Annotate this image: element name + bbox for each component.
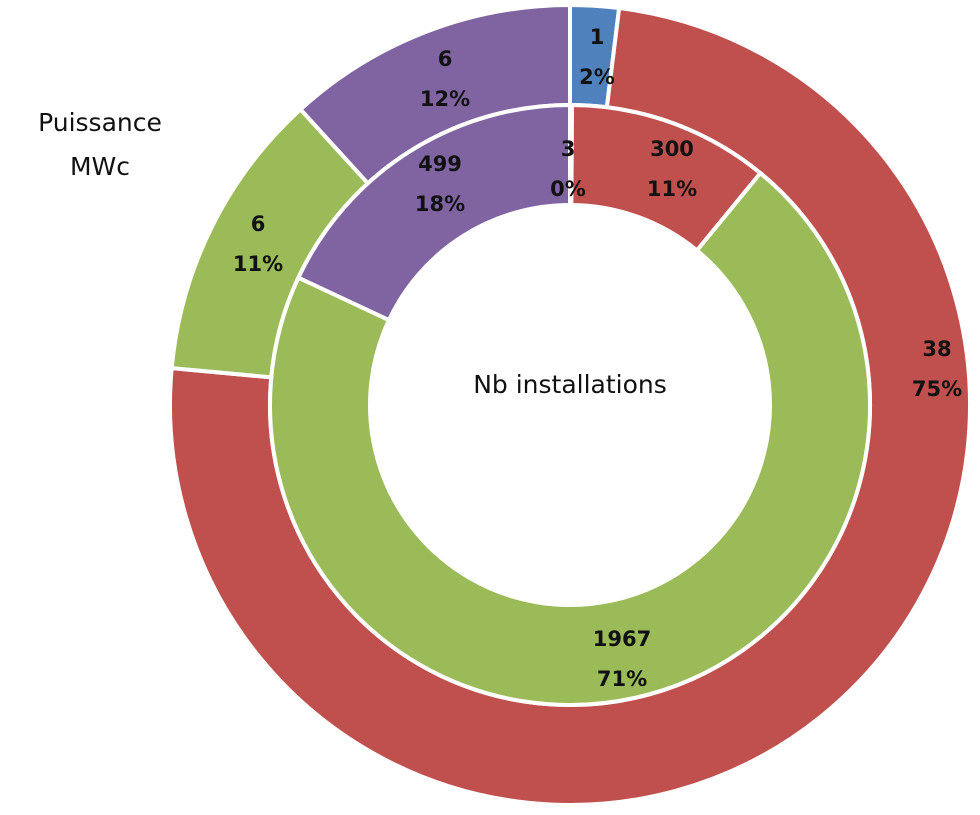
value-label: 499 bbox=[418, 152, 462, 176]
percent-label: 2% bbox=[579, 65, 615, 89]
percent-label: 75% bbox=[912, 377, 962, 401]
donut-segment bbox=[295, 102, 572, 323]
value-label: 38 bbox=[922, 337, 951, 361]
value-label: 300 bbox=[650, 137, 694, 161]
value-label: 3 bbox=[561, 137, 576, 161]
value-label: 6 bbox=[438, 47, 453, 71]
percent-label: 11% bbox=[647, 177, 697, 201]
outer-ring-name: Puissance MWc bbox=[38, 108, 162, 181]
value-label: 6 bbox=[251, 212, 266, 236]
value-label: 1967 bbox=[593, 627, 651, 651]
donut-segment bbox=[268, 170, 872, 707]
percent-label: 71% bbox=[597, 667, 647, 691]
percent-label: 11% bbox=[233, 252, 283, 276]
percent-label: 18% bbox=[415, 192, 465, 216]
value-label: 1 bbox=[590, 25, 605, 49]
percent-label: 12% bbox=[420, 87, 470, 111]
percent-label: 0% bbox=[550, 177, 586, 201]
inner-ring-name: Nb installations bbox=[473, 370, 667, 399]
